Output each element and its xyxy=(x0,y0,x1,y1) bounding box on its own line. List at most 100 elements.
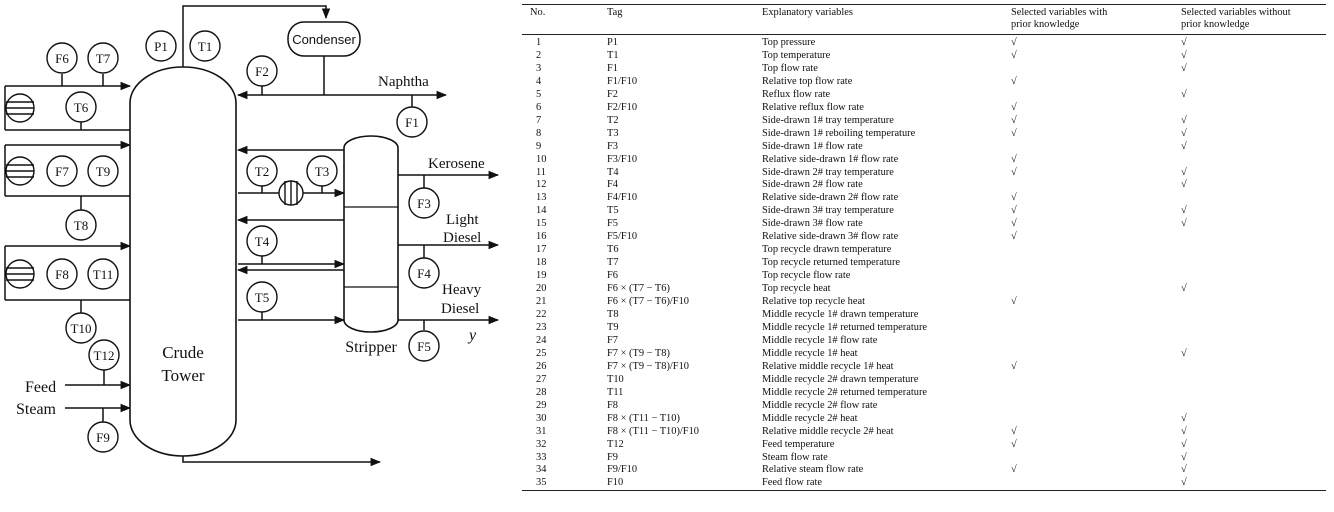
svg-text:T9: T9 xyxy=(96,164,110,179)
row-description: Side-drawn 1# tray temperature xyxy=(762,114,894,126)
table-row: 20 F6 × (T7 − T6) Top recycle heat √ xyxy=(522,283,1326,296)
row-tag: T11 xyxy=(607,386,624,398)
row-with-prior-check: √ xyxy=(1011,37,1017,48)
crude-tower-label-line2: Tower xyxy=(161,366,205,385)
row-number: 30 xyxy=(536,412,547,424)
row-without-prior-check xyxy=(1181,361,1326,374)
row-tag: T8 xyxy=(607,309,619,321)
table-row: 25 F7 × (T9 − T8) Middle recycle 1# heat √ xyxy=(522,348,1326,361)
row-with-prior-check: √ xyxy=(1011,296,1017,308)
row-without-prior-check: √ xyxy=(1181,179,1187,191)
row-with-prior-check xyxy=(1011,322,1181,335)
row-tag: F7 × (T9 − T8) xyxy=(607,347,670,359)
svg-text:T3: T3 xyxy=(315,164,329,179)
svg-text:T8: T8 xyxy=(74,218,88,233)
sensor-T3: T3 xyxy=(306,155,338,187)
row-without-prior-check xyxy=(1181,244,1326,257)
row-number: 10 xyxy=(536,153,547,165)
row-with-prior-check: √ xyxy=(1011,153,1017,165)
row-description: Side-drawn 2# flow rate xyxy=(762,179,863,191)
streams xyxy=(4,5,500,467)
row-with-prior-check: √ xyxy=(1011,114,1017,126)
row-number: 33 xyxy=(536,451,547,463)
row-description: Relative top flow rate xyxy=(762,75,853,87)
row-description: Relative top recycle heat xyxy=(762,296,865,308)
row-number: 2 xyxy=(536,49,542,61)
table-row: 28 T11 Middle recycle 2# returned temperat… xyxy=(522,387,1326,400)
sensor-P1: P1 xyxy=(145,30,177,62)
svg-text:T2: T2 xyxy=(255,164,269,179)
svg-text:T10: T10 xyxy=(71,321,92,336)
kerosene-label: Kerosene xyxy=(428,156,485,172)
svg-text:T11: T11 xyxy=(93,267,113,282)
row-tag: F3/F10 xyxy=(607,153,638,165)
row-tag: F2 xyxy=(607,88,618,100)
table-row: 8 T3 Side-drawn 1# reboiling temperature √ √ xyxy=(522,128,1326,141)
row-tag: F2/F10 xyxy=(607,101,638,113)
row-number: 22 xyxy=(536,309,547,321)
svg-text:T1: T1 xyxy=(198,39,212,54)
row-number: 5 xyxy=(536,88,542,100)
naphtha-label: Naphtha xyxy=(378,74,429,90)
row-without-prior-check: √ xyxy=(1181,205,1187,217)
row-with-prior-check xyxy=(1011,452,1181,465)
row-tag: T7 xyxy=(607,257,619,269)
row-without-prior-check xyxy=(1181,102,1326,115)
row-description: Reflux flow rate xyxy=(762,88,831,100)
row-number: 16 xyxy=(536,231,547,243)
header-without-prior: Selected variables without prior knowledg… xyxy=(1181,7,1291,30)
crude-tower-label-line1: Crude xyxy=(162,343,204,362)
row-without-prior-check: √ xyxy=(1181,127,1187,139)
svg-text:F2: F2 xyxy=(255,64,269,79)
row-with-prior-check: √ xyxy=(1011,360,1017,372)
table-row: 22 T8 Middle recycle 1# drawn temperature xyxy=(522,309,1326,322)
sensor-T8: T8 xyxy=(65,209,97,241)
row-without-prior-check: √ xyxy=(1181,477,1187,489)
row-number: 24 xyxy=(536,334,547,346)
row-with-prior-check xyxy=(1011,270,1181,283)
row-without-prior-check xyxy=(1181,335,1326,348)
table-row: 33 F9 Steam flow rate √ xyxy=(522,452,1326,465)
svg-text:T12: T12 xyxy=(94,348,115,363)
row-description: Relative steam flow rate xyxy=(762,464,864,476)
row-tag: T5 xyxy=(607,205,619,217)
row-tag: T9 xyxy=(607,321,619,333)
row-without-prior-check: √ xyxy=(1181,37,1187,48)
row-tag: F8 × (T11 − T10) xyxy=(607,412,680,424)
row-without-prior-check xyxy=(1181,387,1326,400)
row-tag: F6 xyxy=(607,270,618,282)
row-tag: F1 xyxy=(607,62,618,74)
sensor-F9: F9 xyxy=(87,421,119,453)
explanatory-variables-table: No. Tag Explanatory variables Selected v… xyxy=(522,4,1326,491)
row-without-prior-check: √ xyxy=(1181,438,1187,450)
table-row: 5 F2 Reflux flow rate √ xyxy=(522,89,1326,102)
table-row: 15 F5 Side-drawn 3# flow rate √ √ xyxy=(522,218,1326,231)
row-tag: F8 × (T11 − T10)/F10 xyxy=(607,425,699,437)
row-without-prior-check xyxy=(1181,296,1326,309)
row-number: 18 xyxy=(536,257,547,269)
sensor-T6: T6 xyxy=(65,91,97,123)
table-row: 2 T1 Top temperature √ √ xyxy=(522,50,1326,63)
row-with-prior-check xyxy=(1011,413,1181,426)
row-tag: T2 xyxy=(607,114,619,126)
row-description: Side-drawn 2# tray temperature xyxy=(762,166,894,178)
table-row: 12 F4 Side-drawn 2# flow rate √ xyxy=(522,179,1326,192)
y-label: y xyxy=(467,327,477,344)
row-description: Middle recycle 1# flow rate xyxy=(762,334,878,346)
row-without-prior-check: √ xyxy=(1181,451,1187,463)
row-tag: F3 xyxy=(607,140,618,152)
row-description: Middle recycle 2# flow rate xyxy=(762,399,878,411)
row-tag: T1 xyxy=(607,49,619,61)
row-tag: F5 xyxy=(607,218,618,230)
svg-text:F4: F4 xyxy=(417,266,431,281)
row-without-prior-check xyxy=(1181,76,1326,89)
row-with-prior-check: √ xyxy=(1011,438,1017,450)
row-without-prior-check xyxy=(1181,192,1326,205)
table-row: 30 F8 × (T11 − T10) Middle recycle 2# heat… xyxy=(522,413,1326,426)
row-tag: P1 xyxy=(607,37,618,48)
header-tag: Tag xyxy=(607,7,623,18)
row-with-prior-check xyxy=(1011,348,1181,361)
row-number: 26 xyxy=(536,360,547,372)
row-without-prior-check xyxy=(1181,322,1326,335)
table-row: 6 F2/F10 Relative reflux flow rate √ xyxy=(522,102,1326,115)
